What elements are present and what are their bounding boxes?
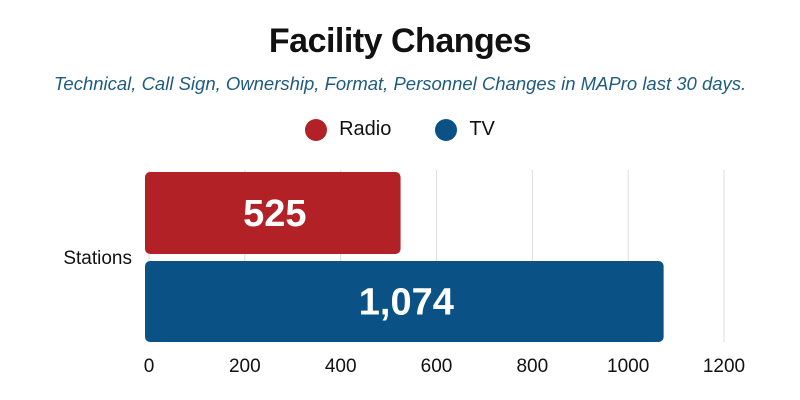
chart-legend: Radio TV — [0, 118, 800, 141]
legend-item-tv: TV — [435, 118, 495, 141]
x-tick-label-600: 600 — [421, 356, 453, 377]
bar-value-label-radio: 525 — [243, 193, 306, 235]
legend-swatch-tv — [435, 118, 458, 141]
x-tick-label-1000: 1000 — [607, 356, 649, 377]
chart-title: Facility Changes — [268, 22, 532, 60]
x-tick-label-800: 800 — [516, 356, 548, 377]
x-tick-label-1200: 1200 — [703, 356, 745, 377]
legend-label-radio: Radio — [339, 118, 392, 140]
x-tick-label-0: 0 — [144, 356, 155, 377]
bar-tv — [145, 261, 664, 342]
bar-labels: 525 1,074 — [243, 193, 454, 324]
legend-swatch-radio — [305, 118, 328, 141]
legend-item-radio: Radio — [305, 118, 391, 141]
x-tick-label-400: 400 — [325, 356, 357, 377]
bar-radio — [145, 172, 401, 254]
bar-value-label-tv: 1,074 — [359, 282, 454, 324]
x-tick-label-200: 200 — [229, 356, 261, 377]
chart-subtitle: Technical, Call Sign, Ownership, Format,… — [53, 73, 747, 94]
x-axis-ticks: 0 200 400 600 800 1000 1200 — [144, 356, 745, 377]
bars — [145, 172, 664, 342]
category-label: Stations — [63, 248, 132, 269]
legend-label-tv: TV — [469, 118, 495, 140]
